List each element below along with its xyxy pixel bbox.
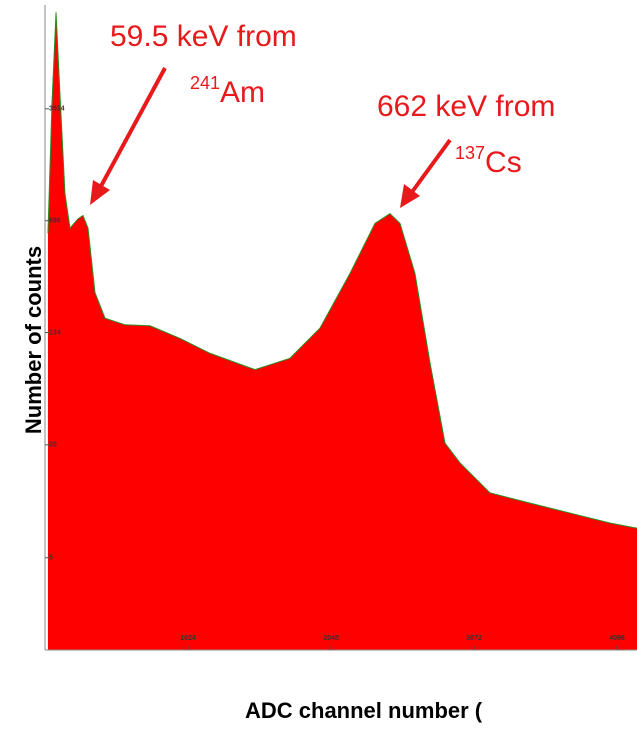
x-tick-label: 1024: [180, 635, 196, 642]
annotation-symbol: Cs: [485, 146, 522, 179]
annotation-mass: 241: [190, 73, 220, 93]
annotation: 59.5 keV from: [110, 20, 297, 53]
y-tick-label: 134: [49, 329, 61, 336]
arrowhead: [90, 180, 110, 205]
x-axis-title: ADC channel number (: [245, 698, 483, 723]
annotation: 662 keV from: [377, 90, 555, 123]
y-tick-label: 686: [49, 218, 61, 225]
y-tick-label: 5: [49, 555, 53, 562]
annotation: 137Cs: [455, 143, 522, 179]
annotation-mass: 137: [455, 143, 485, 163]
x-tick-label: 3072: [466, 635, 482, 642]
spectrum-area: [47, 12, 637, 650]
arrows: [90, 67, 452, 208]
annotation: 241Am: [190, 73, 265, 109]
arrowhead: [400, 184, 420, 208]
x-tick-label: 2048: [323, 635, 339, 642]
y-axis-title: Number of counts: [21, 246, 46, 434]
annotation-symbol: Am: [220, 76, 265, 109]
y-tick-label: 3514: [49, 106, 65, 113]
arrow: [98, 67, 167, 189]
x-tick-label: 4096: [609, 635, 625, 642]
arrow: [410, 138, 452, 194]
y-tick-label: 26: [49, 442, 57, 449]
spectrum-edge: [47, 12, 637, 529]
plot-area: [47, 12, 637, 650]
